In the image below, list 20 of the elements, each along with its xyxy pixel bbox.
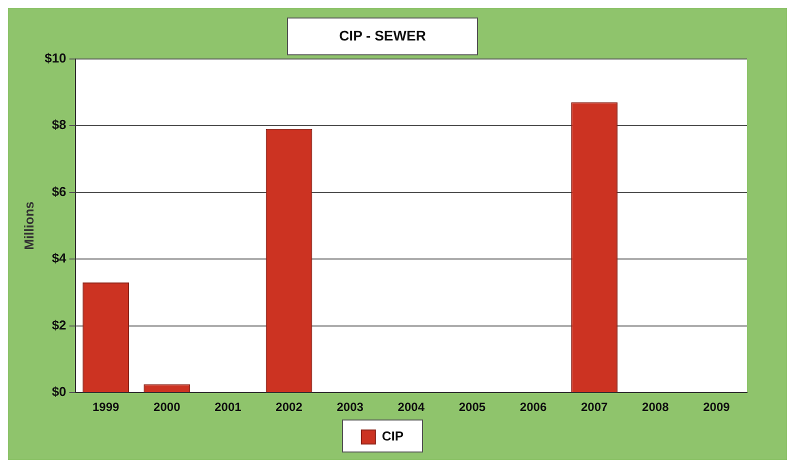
x-tick-label: 2000 [154,400,181,414]
x-tick-label: 2006 [520,400,547,414]
x-tick-label: 2004 [398,400,425,414]
y-tick-label: $10 [44,50,66,66]
y-tick-label: $8 [52,117,66,132]
y-tick-label: $2 [52,317,66,332]
x-tick-label: 2007 [580,400,608,414]
legend-label: CIP [382,428,404,444]
x-tick-label: 2008 [642,400,670,414]
y-tick-label: $4 [52,250,68,266]
x-tick-label: 2001 [214,400,242,414]
y-tick-label: $6 [52,184,66,199]
y-tick-label: $0 [52,384,66,400]
chart-title: CIP - SEWER [339,27,426,44]
x-tick-label: 2005 [458,400,486,414]
x-tick-label: 2003 [336,400,364,414]
x-tick-label: 2009 [703,400,730,414]
x-tick-label: 2002 [276,400,303,414]
y-axis-title: Millions [21,202,36,250]
x-tick-label: 1999 [92,400,120,414]
